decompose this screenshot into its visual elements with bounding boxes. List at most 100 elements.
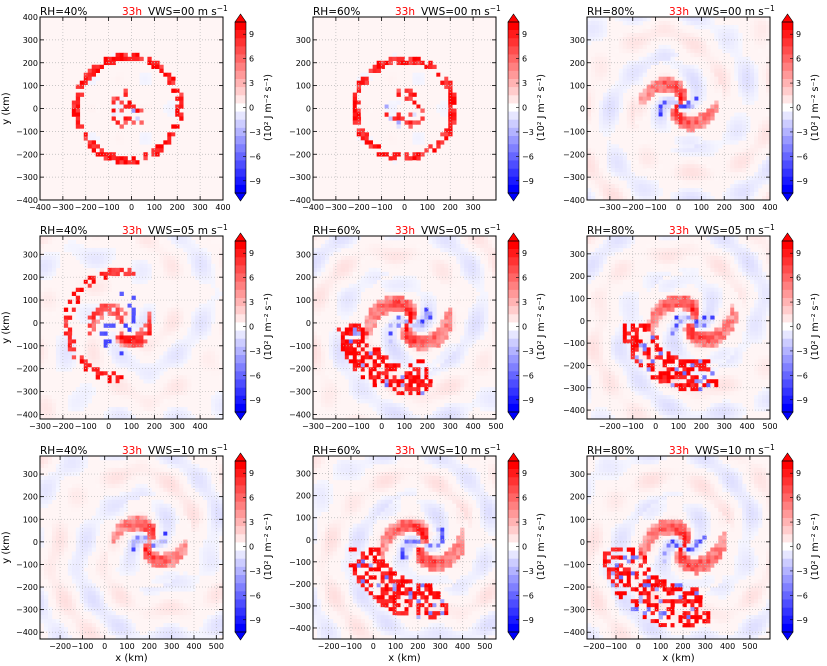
heatmap-cell xyxy=(139,160,144,165)
heatmap-cell xyxy=(682,120,687,125)
heatmap-cell xyxy=(662,104,667,109)
heatmap-cell xyxy=(698,116,703,121)
heatmap-cell xyxy=(163,271,168,277)
y-tick-label: 100 xyxy=(23,82,38,91)
heatmap-cell xyxy=(670,196,675,200)
heatmap-cell xyxy=(654,184,659,189)
heatmap-cell xyxy=(666,20,671,26)
heatmap-cell xyxy=(746,100,751,105)
heatmap-cell xyxy=(412,76,417,81)
heatmap-cell xyxy=(610,184,616,189)
heatmap-cell xyxy=(211,236,216,241)
heatmap-cell xyxy=(55,351,61,356)
heatmap-cell xyxy=(127,116,132,121)
heatmap-cell xyxy=(316,335,322,340)
heatmap-cell xyxy=(642,32,647,38)
heatmap-cell xyxy=(207,319,212,324)
heatmap-cell xyxy=(47,236,53,241)
heatmap-cell xyxy=(650,156,655,161)
heatmap-cell xyxy=(650,160,655,165)
heatmap-cell xyxy=(40,335,45,340)
heatmap-cell xyxy=(598,120,604,125)
x-tick-label: −100 xyxy=(645,203,667,212)
heatmap-cell xyxy=(51,236,57,241)
heatmap-cell xyxy=(171,411,176,416)
colorbar-label: (10² J m⁻² s⁻¹) xyxy=(810,74,821,141)
heatmap-cell xyxy=(682,32,687,38)
heatmap-cell xyxy=(316,371,322,376)
heatmap-cell xyxy=(352,112,358,117)
heatmap-cell xyxy=(472,371,477,376)
heatmap-cell xyxy=(167,255,172,261)
heatmap-cell xyxy=(348,287,354,292)
heatmap-cell xyxy=(614,17,620,22)
heatmap-cell xyxy=(468,259,473,265)
heatmap-cell xyxy=(372,267,377,273)
heatmap-cell xyxy=(115,359,120,364)
heatmap-cell xyxy=(452,327,457,332)
heatmap-cell xyxy=(626,160,632,165)
heatmap-cell xyxy=(368,335,373,340)
heatmap-cell xyxy=(594,160,600,165)
heatmap-cell xyxy=(678,120,683,125)
heatmap-cell xyxy=(215,367,220,372)
heatmap-cell xyxy=(99,311,104,316)
heatmap-cell xyxy=(754,64,759,70)
heatmap-cell xyxy=(690,180,695,185)
heatmap-cell xyxy=(336,403,342,408)
heatmap-cell xyxy=(658,56,663,62)
heatmap-cell xyxy=(340,315,346,320)
y-tick-label: −100 xyxy=(16,127,38,136)
heatmap-cell xyxy=(183,339,188,344)
heatmap-cell xyxy=(143,279,148,285)
heatmap-cell xyxy=(115,80,120,85)
heatmap-cell xyxy=(183,383,188,388)
heatmap-cell xyxy=(762,132,767,137)
heatmap-cell xyxy=(762,140,767,145)
heatmap-cell xyxy=(674,136,679,141)
heatmap-cell xyxy=(372,379,377,384)
heatmap-cell xyxy=(219,291,223,296)
heatmap-cell xyxy=(420,132,425,137)
heatmap-cell xyxy=(75,407,81,412)
heatmap-cell xyxy=(344,299,350,304)
heatmap-cell xyxy=(766,92,770,97)
heatmap-cell xyxy=(408,339,413,344)
heatmap-cell xyxy=(610,56,616,62)
heatmap-cell xyxy=(650,184,655,189)
heatmap-cell xyxy=(155,367,160,372)
heatmap-cell xyxy=(348,291,354,296)
heatmap-cell xyxy=(400,263,405,269)
heatmap-cell xyxy=(123,156,128,161)
heatmap-cell xyxy=(131,391,136,396)
heatmap-cell xyxy=(766,180,770,185)
heatmap-cell xyxy=(698,76,703,81)
heatmap-cell xyxy=(336,307,342,312)
heatmap-cell xyxy=(750,192,755,197)
heatmap-cell xyxy=(766,168,770,173)
heatmap-cell xyxy=(135,259,140,265)
heatmap-cell xyxy=(408,343,413,348)
heatmap-cell xyxy=(215,371,220,376)
heatmap-cell xyxy=(143,363,148,368)
heatmap-cell xyxy=(139,132,144,137)
heatmap-cell xyxy=(111,343,116,348)
heatmap-cell xyxy=(187,251,192,257)
heatmap-cell xyxy=(718,60,723,66)
heatmap-cell xyxy=(71,339,77,344)
heatmap-cell xyxy=(670,56,675,62)
heatmap-cell xyxy=(316,375,322,380)
heatmap-cell xyxy=(746,196,751,200)
colorbar-segment xyxy=(508,176,519,186)
heatmap-cell xyxy=(714,176,719,181)
heatmap-cell xyxy=(360,112,366,117)
heatmap-cell xyxy=(143,259,148,265)
heatmap-cell xyxy=(51,271,57,277)
colorbar-tick-label: −6 xyxy=(522,152,534,161)
heatmap-cell xyxy=(199,319,204,324)
heatmap-cell xyxy=(468,343,473,348)
colorbar-tick-label: 9 xyxy=(796,30,801,39)
heatmap-cell xyxy=(686,124,691,129)
heatmap-cell xyxy=(396,116,401,121)
heatmap-cell xyxy=(139,307,144,312)
